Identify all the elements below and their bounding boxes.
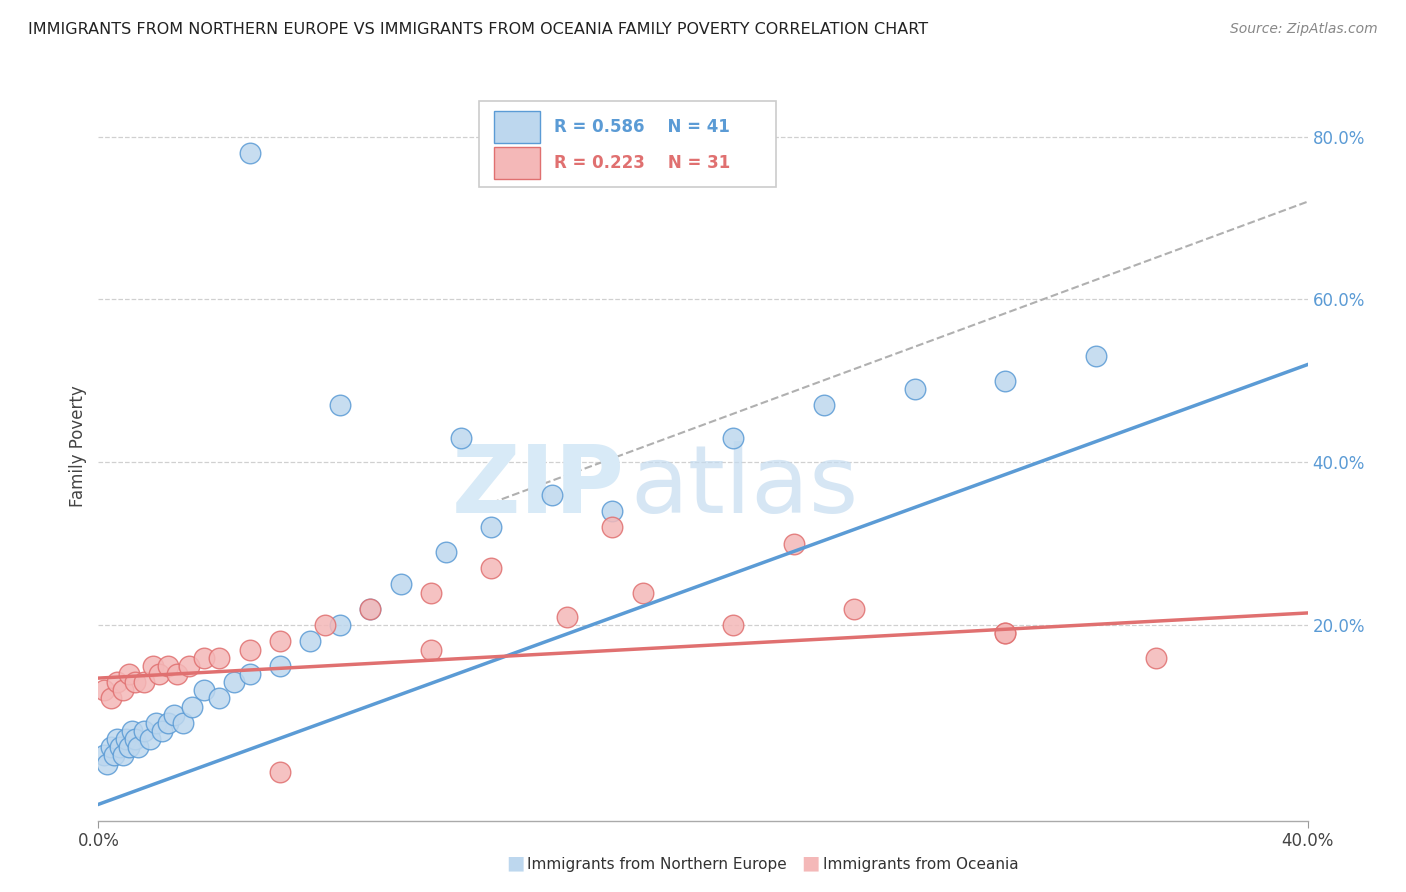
Point (434, 545, 457, 559)
Text: Immigrants from Oceania: Immigrants from Oceania (823, 857, 1018, 872)
Point (269, 659, 291, 673)
Point (103, 748, 125, 763)
Point (156, 659, 179, 673)
Text: ZIP: ZIP (451, 442, 624, 533)
Point (420, 642, 443, 657)
Point (329, 398, 352, 412)
Point (481, 520, 503, 534)
Point (540, 488, 562, 502)
Point (105, 732, 128, 747)
Point (145, 715, 167, 730)
Point (555, 610, 578, 624)
Point (93, 683, 115, 698)
Point (118, 667, 141, 681)
Point (239, 642, 262, 657)
Point (904, 382, 927, 396)
Point (208, 691, 231, 706)
Text: atlas: atlas (630, 442, 859, 533)
Point (1144, 650, 1167, 665)
Point (111, 683, 134, 698)
Point (111, 748, 134, 763)
Point (118, 740, 141, 755)
Point (783, 537, 806, 551)
Point (360, 602, 382, 616)
Point (389, 577, 412, 591)
Point (108, 740, 131, 755)
Text: ■: ■ (506, 854, 524, 872)
Point (602, 504, 624, 518)
Point (121, 724, 143, 739)
Point (723, 618, 745, 632)
Text: ■: ■ (801, 854, 820, 872)
FancyBboxPatch shape (494, 112, 540, 143)
Point (124, 732, 146, 747)
Text: Immigrants from Northern Europe: Immigrants from Northern Europe (527, 857, 787, 872)
Point (994, 626, 1017, 640)
Point (239, 667, 262, 681)
Point (1085, 350, 1108, 364)
Point (193, 683, 215, 698)
Point (150, 724, 173, 739)
Point (360, 602, 382, 616)
Text: IMMIGRANTS FROM NORTHERN EUROPE VS IMMIGRANTS FROM OCEANIA FAMILY POVERTY CORREL: IMMIGRANTS FROM NORTHERN EUROPE VS IMMIG… (28, 22, 928, 37)
FancyBboxPatch shape (494, 147, 540, 178)
Point (631, 585, 654, 599)
Point (994, 374, 1017, 388)
Point (420, 585, 443, 599)
Point (299, 634, 322, 648)
Point (156, 715, 179, 730)
Point (166, 667, 188, 681)
Point (124, 675, 146, 690)
Point (224, 675, 246, 690)
Point (813, 398, 835, 412)
Point (114, 732, 136, 747)
Point (329, 618, 352, 632)
Point (163, 707, 186, 722)
Point (239, 145, 262, 160)
Point (994, 626, 1017, 640)
FancyBboxPatch shape (479, 102, 776, 187)
Point (172, 715, 194, 730)
Text: Source: ZipAtlas.com: Source: ZipAtlas.com (1230, 22, 1378, 37)
Point (142, 659, 165, 673)
Point (193, 650, 215, 665)
Point (127, 740, 149, 755)
Point (450, 431, 472, 445)
Point (139, 732, 162, 747)
Point (208, 650, 231, 665)
Point (179, 659, 201, 673)
Point (481, 561, 503, 575)
Point (100, 740, 122, 755)
Point (148, 667, 170, 681)
Text: R = 0.586    N = 41: R = 0.586 N = 41 (554, 118, 730, 136)
Point (181, 699, 204, 714)
Point (844, 602, 866, 616)
Point (314, 618, 336, 632)
Point (132, 724, 155, 739)
Point (269, 764, 291, 779)
Point (269, 634, 291, 648)
Point (132, 675, 155, 690)
Point (602, 520, 624, 534)
Y-axis label: Family Poverty: Family Poverty (69, 385, 87, 507)
Point (96, 756, 118, 771)
Point (100, 691, 122, 706)
Point (723, 431, 745, 445)
Point (93, 748, 115, 763)
Point (105, 675, 128, 690)
Text: R = 0.223    N = 31: R = 0.223 N = 31 (554, 153, 731, 172)
